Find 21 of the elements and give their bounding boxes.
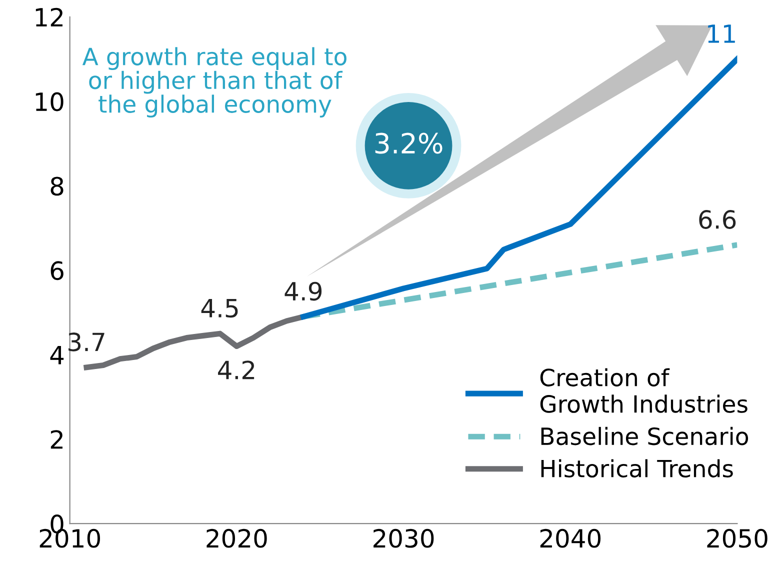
x-tick-label: 2020 xyxy=(206,528,267,548)
y-tick-label: 4 xyxy=(50,346,64,364)
data-label: 4.9 xyxy=(284,282,322,301)
data-label: 4.5 xyxy=(201,299,238,318)
y-tick-label: 8 xyxy=(50,176,64,196)
data-label: 4.2 xyxy=(218,360,254,380)
x-tick-label: 2030 xyxy=(374,528,434,548)
legend-label: Historical Trends xyxy=(541,459,733,478)
data-label: 11 xyxy=(708,24,735,43)
data-label: 3.7 xyxy=(68,332,104,352)
x-tick-label: 2050 xyxy=(707,528,768,548)
annotation: 3.2% xyxy=(375,132,442,154)
y-tick-label: 6 xyxy=(50,261,64,280)
legend-label: Baseline Scenario xyxy=(541,426,748,446)
legend-label: Creation of Growth Industries xyxy=(540,368,748,413)
y-tick-label: 12 xyxy=(36,8,62,26)
y-tick-label: 10 xyxy=(36,92,64,112)
y-tick-label: 2 xyxy=(50,430,62,449)
data-label: 6.6 xyxy=(699,210,736,229)
annotation: A growth rate equal to or higher than that of the global economy xyxy=(82,47,346,118)
x-tick-label: 2040 xyxy=(540,528,601,548)
